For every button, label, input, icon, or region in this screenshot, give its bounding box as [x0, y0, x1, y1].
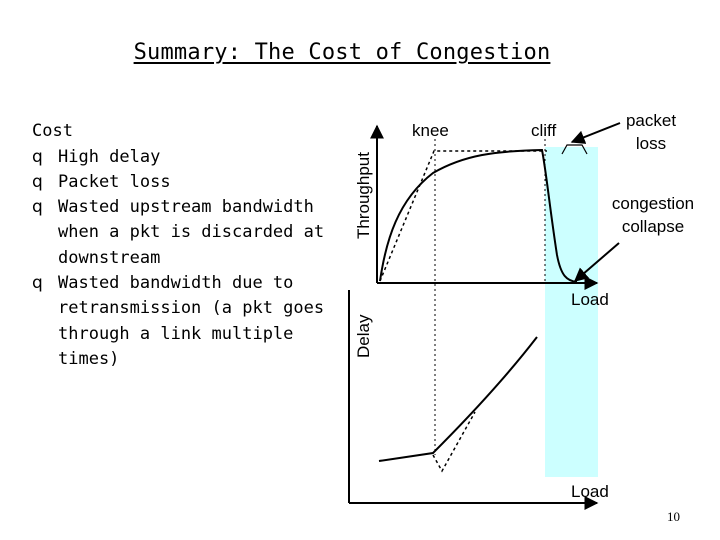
congestion-collapse-label-line2: collapse [622, 217, 684, 236]
bullet-text: Wasted upstream bandwidth when a pkt is … [58, 197, 325, 268]
packet-loss-arrow [570, 122, 621, 144]
congestion-collapse-arrow [573, 242, 620, 282]
packet-loss-label-line1: packet [626, 111, 676, 130]
cost-bullet-list: Cost q High delay q Packet loss q Wasted… [32, 119, 332, 372]
packet-loss-bracket [561, 144, 588, 155]
delay-ideal-dashed-line [432, 411, 476, 473]
bullet-item-wasted-retransmission: q Wasted bandwidth due to retransmission… [32, 271, 332, 372]
bullet-marker: q [32, 146, 43, 167]
bullet-marker: q [32, 171, 43, 192]
bullet-text: Wasted bandwidth due to retransmission (… [58, 272, 325, 369]
delay-axis-label: Delay [354, 314, 373, 358]
bullet-item-packet-loss: q Packet loss [32, 170, 332, 195]
packet-loss-label-line2: loss [636, 134, 666, 153]
bullet-item-high-delay: q High delay [32, 145, 332, 170]
throughput-curve [379, 148, 578, 283]
congestion-region-highlight [545, 147, 598, 477]
knee-label: knee [412, 121, 449, 140]
throughput-ideal-dashed-line [379, 150, 547, 282]
cliff-label: cliff [531, 121, 556, 140]
bullet-marker: q [32, 272, 43, 293]
delay-load-label: Load [571, 482, 609, 501]
bullet-heading: Cost [32, 121, 73, 141]
page-number: 10 [667, 509, 680, 524]
bullet-text: High delay [58, 146, 161, 167]
slide-title: Summary: The Cost of Congestion [133, 40, 551, 65]
bullet-item-wasted-upstream: q Wasted upstream bandwidth when a pkt i… [32, 195, 332, 271]
bullet-text: Packet loss [58, 171, 171, 192]
delay-curve [378, 336, 538, 462]
bullet-marker: q [32, 197, 43, 218]
throughput-load-label: Load [571, 290, 609, 309]
throughput-axis-label: Throughput [354, 152, 373, 239]
congestion-collapse-label-line1: congestion [612, 194, 694, 213]
